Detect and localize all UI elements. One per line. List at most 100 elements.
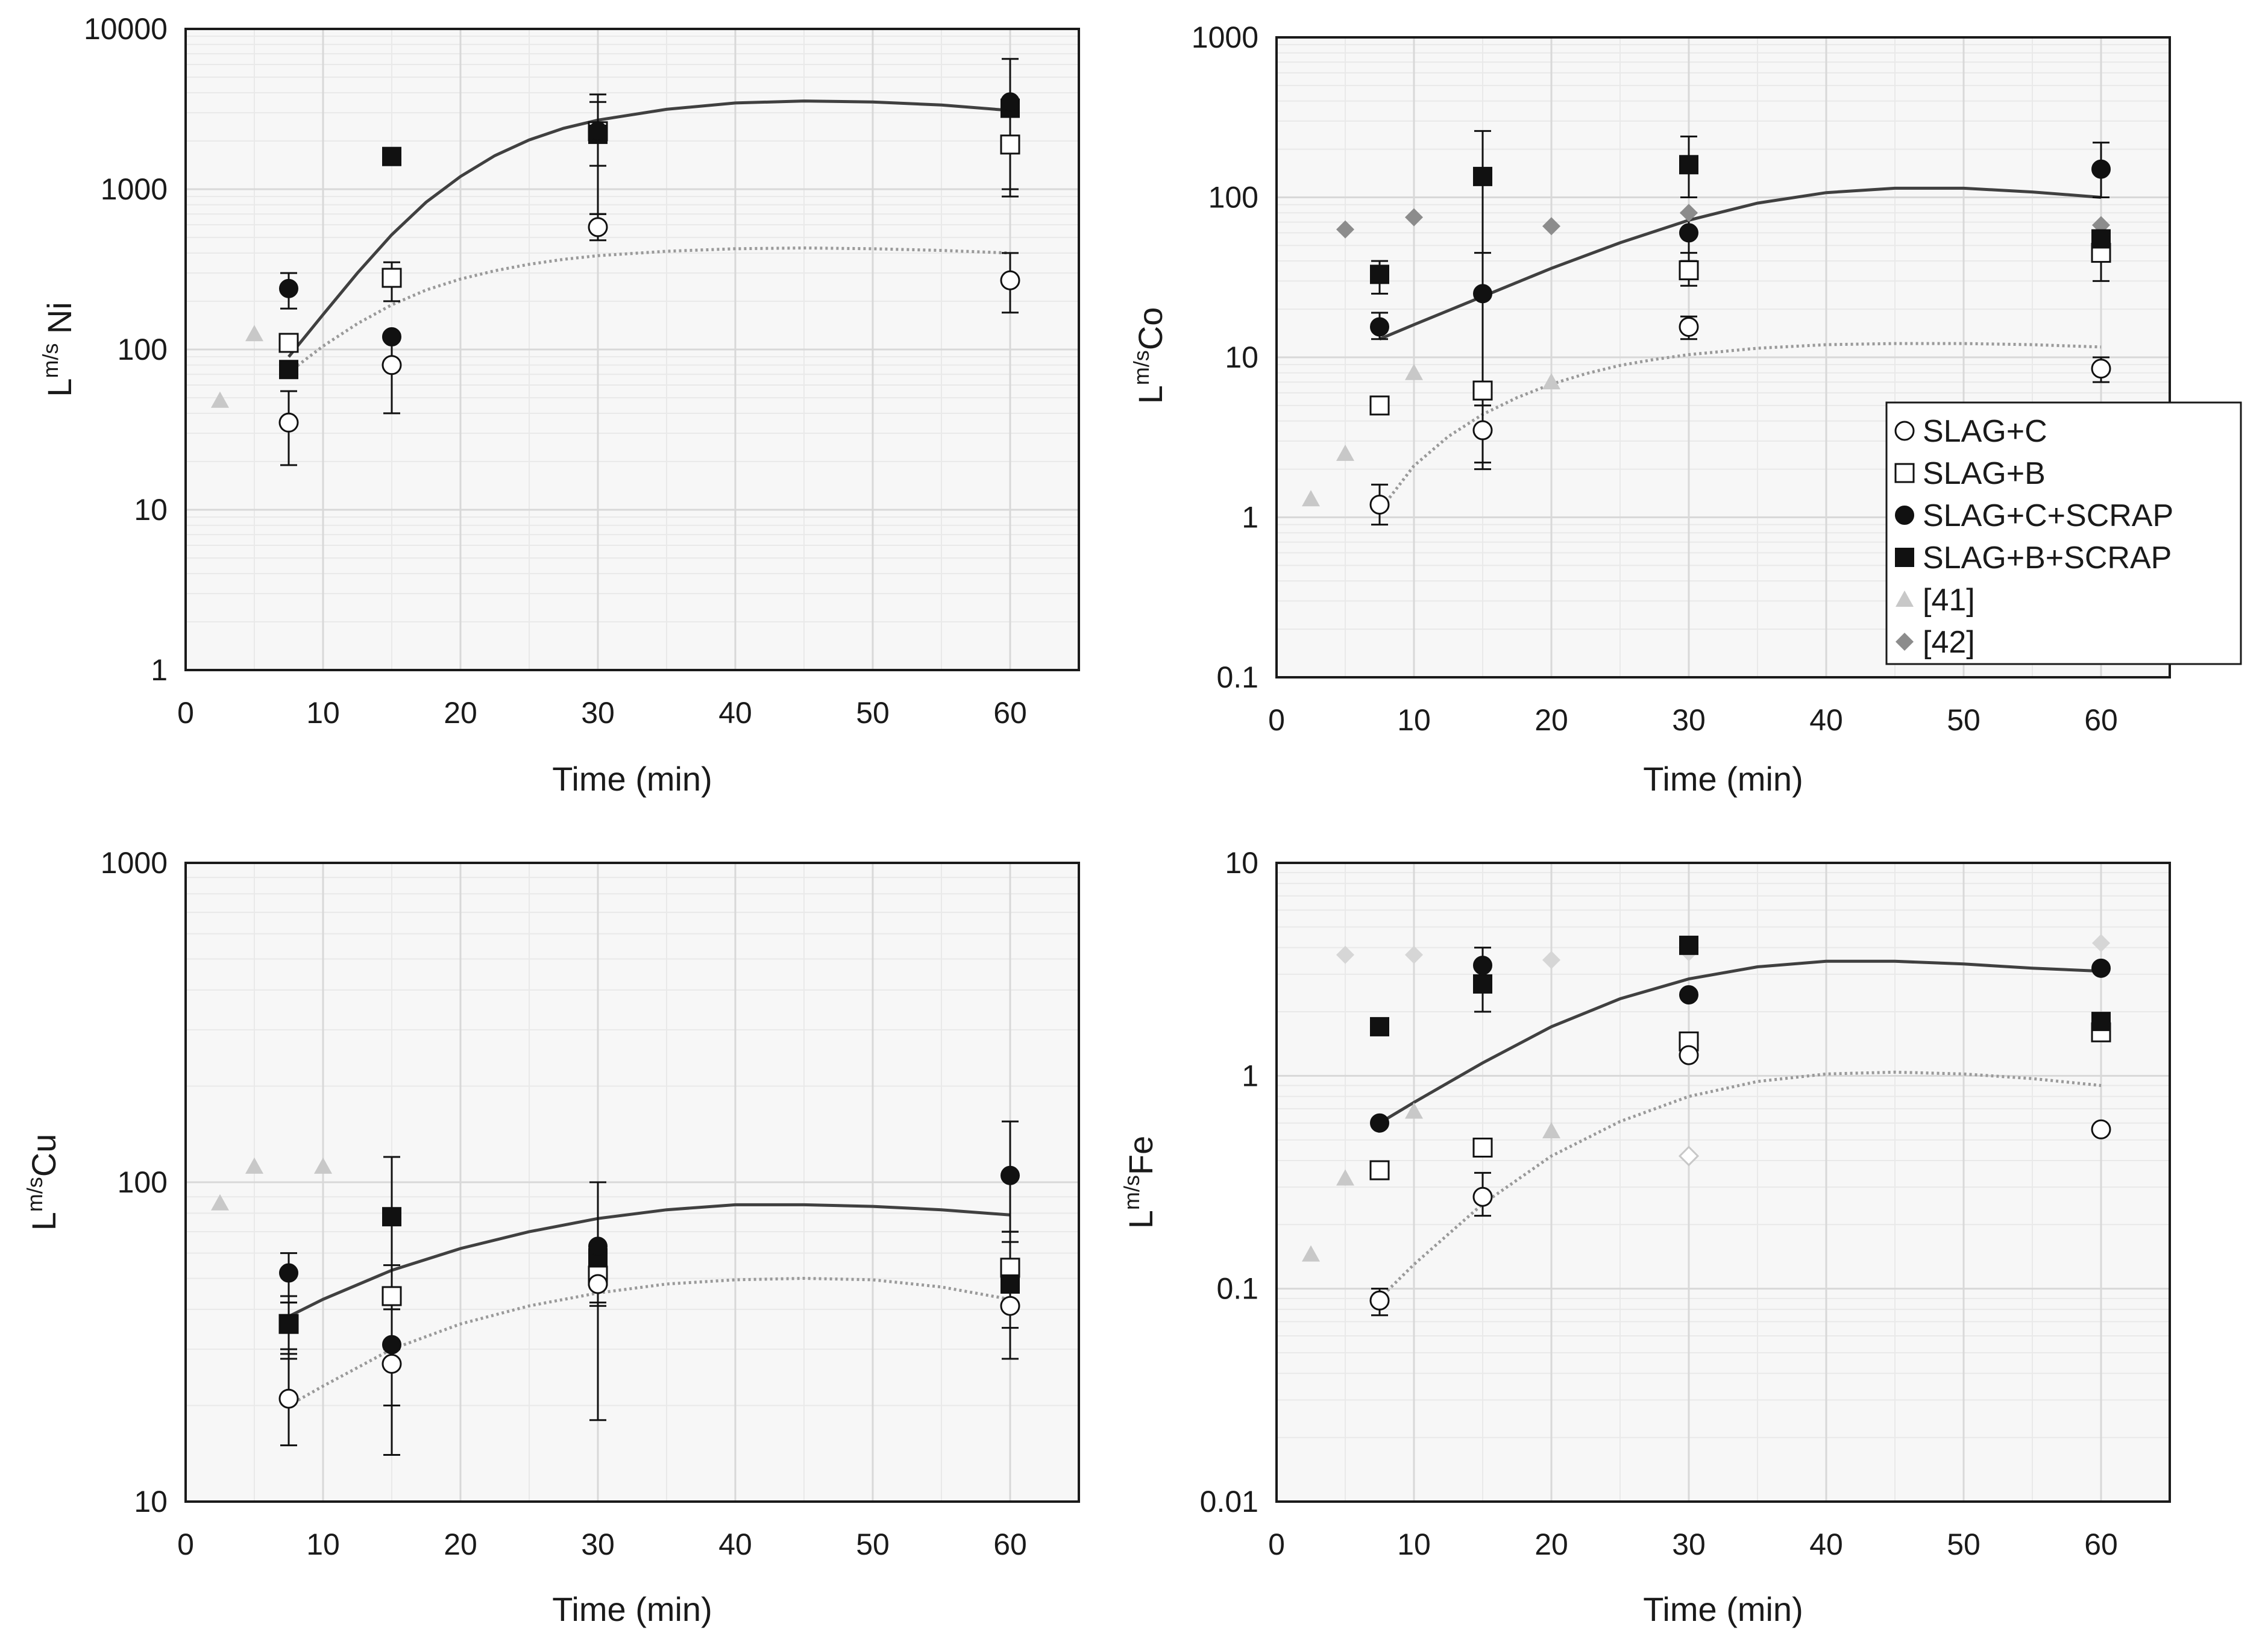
marker-ref42: [1336, 945, 1354, 964]
legend-marker-slag-c: [1894, 421, 1915, 441]
legend: SLAG+C SLAG+B SLAG+C+SCRAP SLAG+B+SCRAP [41]…: [1885, 401, 2242, 665]
marker-slag-b-scrap: [2091, 229, 2111, 249]
marker-slag-c-scrap: [279, 1263, 298, 1283]
x-tick-label: 50: [856, 696, 890, 730]
x-tick-label: 10: [306, 696, 340, 730]
trend-line-solid: [287, 99, 1011, 358]
x-tick-label: 60: [993, 696, 1027, 730]
y-tick-labels-fe: 0.01 0.1 1 10: [1200, 846, 1258, 1518]
marker-slag-c: [2091, 1119, 2111, 1139]
marker-slag-b-scrap: [2091, 1012, 2111, 1032]
trend-lines-ni: [287, 99, 1011, 374]
y-tick-label: 1000: [101, 846, 168, 880]
legend-label-slag-c-scrap: SLAG+C+SCRAP: [1923, 498, 2173, 533]
marker-slag-c-scrap: [1000, 1165, 1020, 1185]
panel-ni: 0 10 20 30 40 50 60 1 10 100 1000 10000 Time (min)…: [38, 12, 1080, 798]
marker-slag-b-scrap: [279, 1314, 298, 1334]
x-tick-label: 60: [993, 1528, 1027, 1561]
x-tick-labels-cu: 0 10 20 30 40 50 60: [177, 1528, 1027, 1561]
marker-ref42: [2092, 934, 2110, 953]
y-tick-label: 10000: [84, 12, 168, 46]
x-tick-label: 40: [718, 696, 752, 730]
marker-slag-c: [588, 217, 608, 237]
markers-ni: [211, 92, 1020, 433]
marker-ref42: [1405, 945, 1423, 964]
marker-slag-b-scrap: [1679, 935, 1698, 955]
x-tick-label: 30: [581, 696, 615, 730]
x-tick-label: 50: [1947, 703, 1981, 737]
trend-line-solid: [1378, 959, 2102, 1124]
y-tick-label: 100: [118, 333, 168, 366]
marker-ref42: [1336, 220, 1354, 239]
y-axis-title-fe: Lm/sFe: [1119, 1136, 1160, 1229]
marker-slag-b: [1369, 395, 1390, 416]
markers-co: [1302, 155, 2111, 515]
marker-ref41: [211, 1194, 229, 1211]
x-tick-label: 50: [1947, 1528, 1981, 1561]
y-axis-title-ni: Lm/s Ni: [38, 302, 78, 397]
marker-slag-c: [2091, 359, 2111, 379]
marker-slag-c: [1000, 270, 1020, 290]
marker-slag-c-scrap: [1679, 985, 1698, 1004]
marker-slag-c: [1369, 1290, 1390, 1311]
y-tick-labels-ni: 1 10 100 1000 10000: [84, 12, 168, 687]
marker-slag-c-scrap: [2091, 159, 2111, 179]
x-axis-title-fe: Time (min): [1643, 1590, 1803, 1628]
legend-box: [1885, 401, 2242, 665]
trend-lines-co: [1378, 186, 2102, 512]
y-tick-label: 10: [1225, 340, 1258, 374]
y-tick-label: 1000: [1192, 20, 1258, 54]
legend-marker-slag-b: [1894, 463, 1915, 483]
x-tick-label: 50: [856, 1528, 890, 1561]
y-tick-label: 10: [134, 1485, 168, 1518]
y-tick-label: 1: [1242, 1059, 1258, 1092]
marker-slag-c-scrap: [1473, 284, 1492, 304]
x-tick-label: 30: [1672, 703, 1706, 737]
markers-fe: [1302, 934, 2111, 1311]
x-tick-label: 60: [2084, 1528, 2118, 1561]
marker-slag-c: [588, 1274, 608, 1294]
panel-fe: 0 10 20 30 40 50 60 0.01 0.1 1 10 Time (min) Lm/s…: [1119, 846, 2171, 1628]
trend-line-dotted: [287, 246, 1011, 374]
marker-slag-b: [382, 268, 402, 288]
marker-slag-c-scrap: [1000, 92, 1020, 112]
plot-frame-ni: [184, 28, 1080, 671]
trend-lines-cu: [287, 1203, 1011, 1407]
x-tick-label: 30: [1672, 1528, 1706, 1561]
marker-slag-c: [382, 1353, 402, 1374]
y-tick-labels-co: 0.1 1 10 100 1000: [1192, 20, 1258, 694]
y-tick-label: 1000: [101, 172, 168, 206]
marker-slag-c-scrap: [1370, 317, 1389, 337]
marker-ref41: [1542, 1122, 1560, 1139]
marker-ref41: [1336, 1169, 1354, 1186]
y-tick-label: 0.1: [1216, 660, 1258, 694]
x-tick-labels-fe: 0 10 20 30 40 50 60: [1268, 1528, 2118, 1561]
y-tick-label: 1: [151, 653, 168, 687]
marker-slag-b: [1369, 1160, 1390, 1180]
trend-line-dotted: [287, 1276, 1011, 1407]
marker-slag-b-scrap: [382, 146, 401, 166]
marker-slag-c-scrap: [279, 278, 298, 298]
x-tick-label: 40: [1809, 1528, 1843, 1561]
x-tick-label: 20: [444, 1528, 477, 1561]
marker-ref42-open: [1678, 1145, 1700, 1167]
marker-slag-c-scrap: [588, 1236, 608, 1256]
x-tick-label: 20: [444, 696, 477, 730]
marker-ref42: [1542, 217, 1560, 236]
marker-ref41: [245, 325, 263, 342]
y-tick-label: 10: [1225, 846, 1258, 880]
x-tick-labels-ni: 0 10 20 30 40 50 60: [177, 696, 1027, 730]
marker-slag-b: [382, 1286, 402, 1306]
marker-ref41: [211, 391, 229, 408]
plot-area-fe: [1277, 863, 2170, 1502]
y-tick-labels-cu: 10 100 1000: [101, 846, 168, 1518]
marker-ref41: [1405, 363, 1423, 380]
marker-slag-c-scrap: [1679, 223, 1698, 243]
marker-slag-c: [382, 355, 402, 375]
marker-slag-c: [278, 412, 299, 433]
y-tick-label: 10: [134, 493, 168, 527]
x-tick-label: 40: [718, 1528, 752, 1561]
marker-slag-c-scrap: [1473, 956, 1492, 976]
plot-frame-co: [1275, 36, 2171, 678]
